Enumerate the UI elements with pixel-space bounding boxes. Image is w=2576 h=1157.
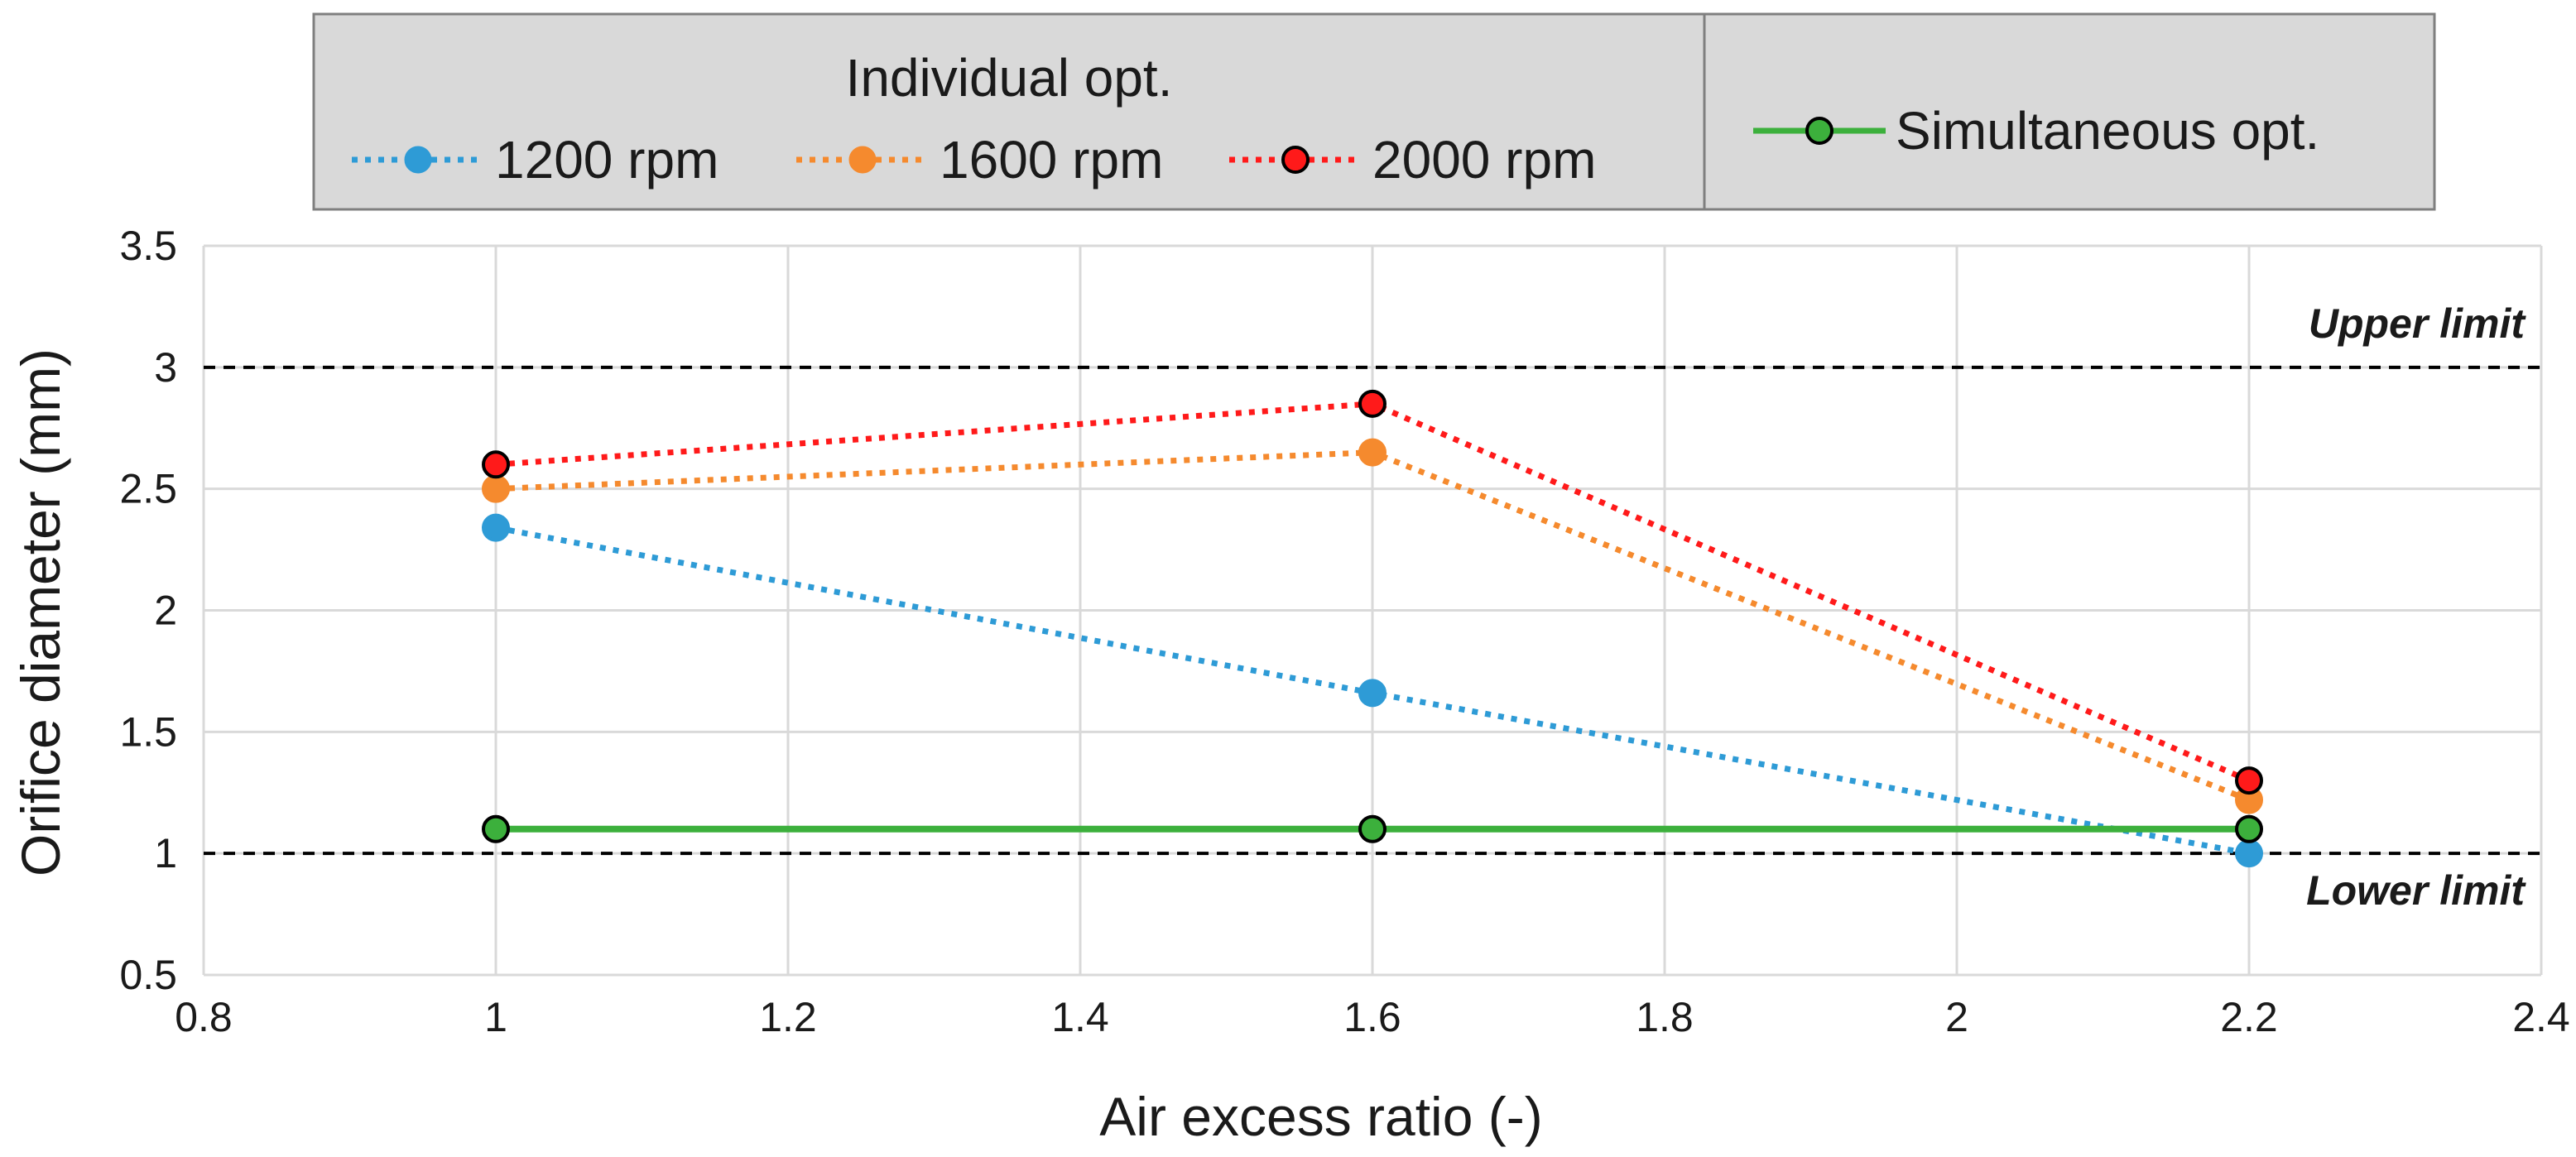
legend-entry-simultaneous: Simultaneous opt. xyxy=(1753,101,2319,161)
legend-box-simultaneous xyxy=(1703,12,2436,211)
legend-group-title: Individual opt. xyxy=(846,48,1173,108)
legend-marker-2000-rpm xyxy=(1281,146,1310,174)
y-tick-label-0-5: 0.5 xyxy=(119,952,177,998)
x-tick-label-0-8: 0.8 xyxy=(175,994,233,1040)
series-layer xyxy=(482,389,2263,868)
x-tick-label-1: 1 xyxy=(484,994,507,1040)
series-simultaneous-opt xyxy=(482,814,2263,843)
legend-entry-1600-rpm: 1600 rpm xyxy=(796,130,1163,190)
legend-marker-1600-rpm xyxy=(848,146,877,174)
legend: Individual opt. 1200 rpm 1600 rpm 2000 r… xyxy=(312,12,2436,211)
y-tick-label-1-5: 1.5 xyxy=(119,708,177,755)
lower-limit-label: Lower limit xyxy=(2306,867,2526,914)
point-1200-rpm-2-2 xyxy=(2235,839,2263,868)
series-1200-rpm xyxy=(482,513,2263,868)
y-tick-label-2: 2 xyxy=(154,588,177,634)
x-tick-label-2: 2 xyxy=(1945,994,1968,1040)
y-tick-label-3-5: 3.5 xyxy=(119,223,177,269)
legend-label-1200-rpm: 1200 rpm xyxy=(495,130,718,190)
point-simultaneous-opt-1-6 xyxy=(1358,814,1387,843)
x-tick-label-1-4: 1.4 xyxy=(1051,994,1109,1040)
y-tick-label-3: 3 xyxy=(154,344,177,391)
y-axis-label: Orifice diameter (mm) xyxy=(10,348,71,876)
tick-labels: 0.8 1 1.2 1.4 1.6 1.8 2 2.2 2.4 0.5 1 1.5 2 2.5 3 3.5 xyxy=(119,223,2569,1040)
x-axis-label: Air excess ratio (-) xyxy=(1099,1086,1542,1147)
point-simultaneous-opt-1 xyxy=(482,814,510,843)
y-tick-label-2-5: 2.5 xyxy=(119,466,177,512)
legend-label-simultaneous: Simultaneous opt. xyxy=(1896,101,2319,161)
point-1200-rpm-1-6 xyxy=(1358,679,1387,708)
x-tick-label-1-6: 1.6 xyxy=(1343,994,1401,1040)
upper-limit-label: Upper limit xyxy=(2309,300,2526,347)
y-tick-label-1: 1 xyxy=(154,830,177,876)
x-tick-label-2-4: 2.4 xyxy=(2512,994,2570,1040)
point-2000-rpm-2-2 xyxy=(2235,766,2263,795)
point-2000-rpm-1-6 xyxy=(1358,389,1387,418)
legend-entry-1200-rpm: 1200 rpm xyxy=(352,130,718,190)
point-2000-rpm-1 xyxy=(482,450,510,479)
legend-box-individual xyxy=(312,12,1706,211)
series-2000-rpm xyxy=(482,389,2263,795)
point-1600-rpm-1-6 xyxy=(1358,438,1387,467)
grid xyxy=(202,244,2543,977)
legend-entry-2000-rpm: 2000 rpm xyxy=(1229,130,1596,190)
legend-label-1600-rpm: 1600 rpm xyxy=(940,130,1163,190)
legend-marker-simultaneous xyxy=(1805,117,1833,145)
legend-marker-1200-rpm xyxy=(404,146,432,174)
point-1600-rpm-1 xyxy=(482,474,510,503)
point-simultaneous-opt-2-2 xyxy=(2235,814,2263,843)
series-1600-rpm xyxy=(482,438,2263,814)
reference-lines: Upper limit Lower limit xyxy=(204,300,2541,914)
point-1200-rpm-1 xyxy=(482,513,510,542)
x-tick-label-1-8: 1.8 xyxy=(1636,994,1694,1040)
x-tick-label-1-2: 1.2 xyxy=(759,994,817,1040)
x-tick-label-2-2: 2.2 xyxy=(2220,994,2278,1040)
legend-label-2000-rpm: 2000 rpm xyxy=(1372,130,1596,190)
